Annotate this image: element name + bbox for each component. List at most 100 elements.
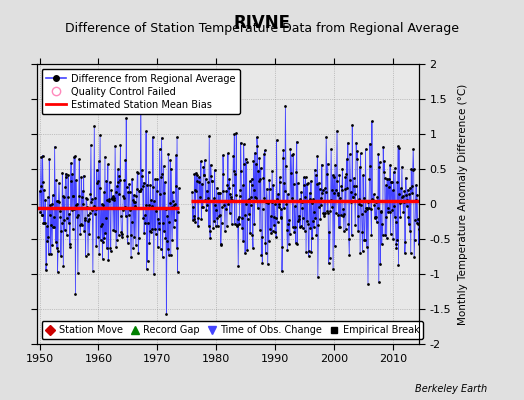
Point bbox=[243, 246, 252, 253]
Point bbox=[319, 187, 327, 193]
Point bbox=[245, 178, 254, 184]
Point bbox=[303, 218, 311, 224]
Point bbox=[48, 201, 56, 207]
Point bbox=[130, 192, 138, 198]
Point bbox=[400, 199, 408, 206]
Point bbox=[190, 216, 198, 222]
Point bbox=[296, 196, 304, 202]
Point bbox=[103, 245, 111, 251]
Point bbox=[67, 160, 75, 166]
Point bbox=[108, 193, 117, 199]
Point bbox=[367, 206, 375, 212]
Point bbox=[387, 178, 395, 185]
Point bbox=[139, 215, 147, 221]
Point bbox=[227, 221, 236, 228]
Point bbox=[147, 197, 156, 204]
Point bbox=[88, 207, 96, 213]
Point bbox=[216, 242, 225, 248]
Point bbox=[91, 211, 99, 217]
Point bbox=[259, 151, 268, 158]
Point bbox=[369, 198, 378, 204]
Point bbox=[97, 201, 106, 208]
Point bbox=[237, 168, 245, 174]
Point bbox=[395, 191, 403, 197]
Point bbox=[285, 241, 293, 248]
Point bbox=[168, 236, 177, 243]
Point bbox=[189, 204, 197, 210]
Point bbox=[365, 176, 374, 182]
Point bbox=[310, 224, 318, 230]
Point bbox=[370, 191, 378, 198]
Point bbox=[394, 262, 402, 268]
Point bbox=[328, 204, 336, 210]
Point bbox=[326, 208, 334, 214]
Point bbox=[265, 177, 274, 183]
Point bbox=[220, 202, 228, 209]
Point bbox=[362, 146, 370, 152]
Point bbox=[150, 226, 159, 232]
Point bbox=[117, 212, 125, 219]
Point bbox=[166, 200, 174, 206]
Point bbox=[62, 232, 71, 238]
Point bbox=[47, 222, 56, 229]
Point bbox=[346, 151, 354, 158]
Point bbox=[56, 208, 64, 214]
Point bbox=[193, 178, 202, 184]
Point bbox=[230, 131, 238, 137]
Point bbox=[224, 150, 232, 156]
Point bbox=[259, 206, 267, 212]
Point bbox=[284, 220, 292, 227]
Point bbox=[106, 178, 114, 185]
Point bbox=[414, 216, 422, 222]
Point bbox=[365, 204, 373, 211]
Point bbox=[403, 186, 412, 193]
Point bbox=[131, 199, 139, 206]
Point bbox=[90, 123, 99, 130]
Point bbox=[360, 237, 368, 244]
Point bbox=[161, 235, 170, 241]
Point bbox=[189, 212, 198, 219]
Point bbox=[163, 245, 172, 252]
Point bbox=[42, 267, 50, 274]
Point bbox=[55, 199, 63, 205]
Point bbox=[79, 201, 88, 208]
Point bbox=[172, 152, 180, 158]
Point bbox=[95, 250, 103, 257]
Point bbox=[400, 188, 409, 194]
Point bbox=[156, 246, 165, 252]
Point bbox=[263, 198, 271, 205]
Point bbox=[364, 280, 372, 287]
Point bbox=[259, 175, 267, 182]
Point bbox=[51, 239, 60, 246]
Point bbox=[68, 192, 77, 199]
Point bbox=[159, 163, 168, 169]
Point bbox=[147, 228, 155, 235]
Point bbox=[95, 185, 104, 191]
Point bbox=[126, 207, 134, 213]
Point bbox=[134, 250, 143, 256]
Point bbox=[219, 188, 227, 194]
Point bbox=[321, 185, 329, 192]
Point bbox=[342, 170, 351, 177]
Point bbox=[161, 179, 169, 185]
Point bbox=[165, 251, 173, 258]
Point bbox=[81, 217, 89, 224]
Point bbox=[257, 252, 266, 258]
Point bbox=[234, 216, 242, 222]
Point bbox=[85, 216, 93, 222]
Point bbox=[307, 248, 315, 255]
Point bbox=[386, 208, 394, 215]
Point bbox=[251, 194, 259, 200]
Point bbox=[376, 261, 385, 268]
Point bbox=[391, 219, 400, 225]
Point bbox=[311, 166, 319, 173]
Point bbox=[327, 146, 335, 152]
Point bbox=[260, 147, 269, 154]
Point bbox=[268, 168, 276, 174]
Point bbox=[389, 169, 398, 175]
Point bbox=[315, 204, 323, 210]
Point bbox=[64, 220, 73, 226]
Point bbox=[338, 165, 346, 172]
Point bbox=[48, 242, 57, 248]
Point bbox=[337, 212, 345, 218]
